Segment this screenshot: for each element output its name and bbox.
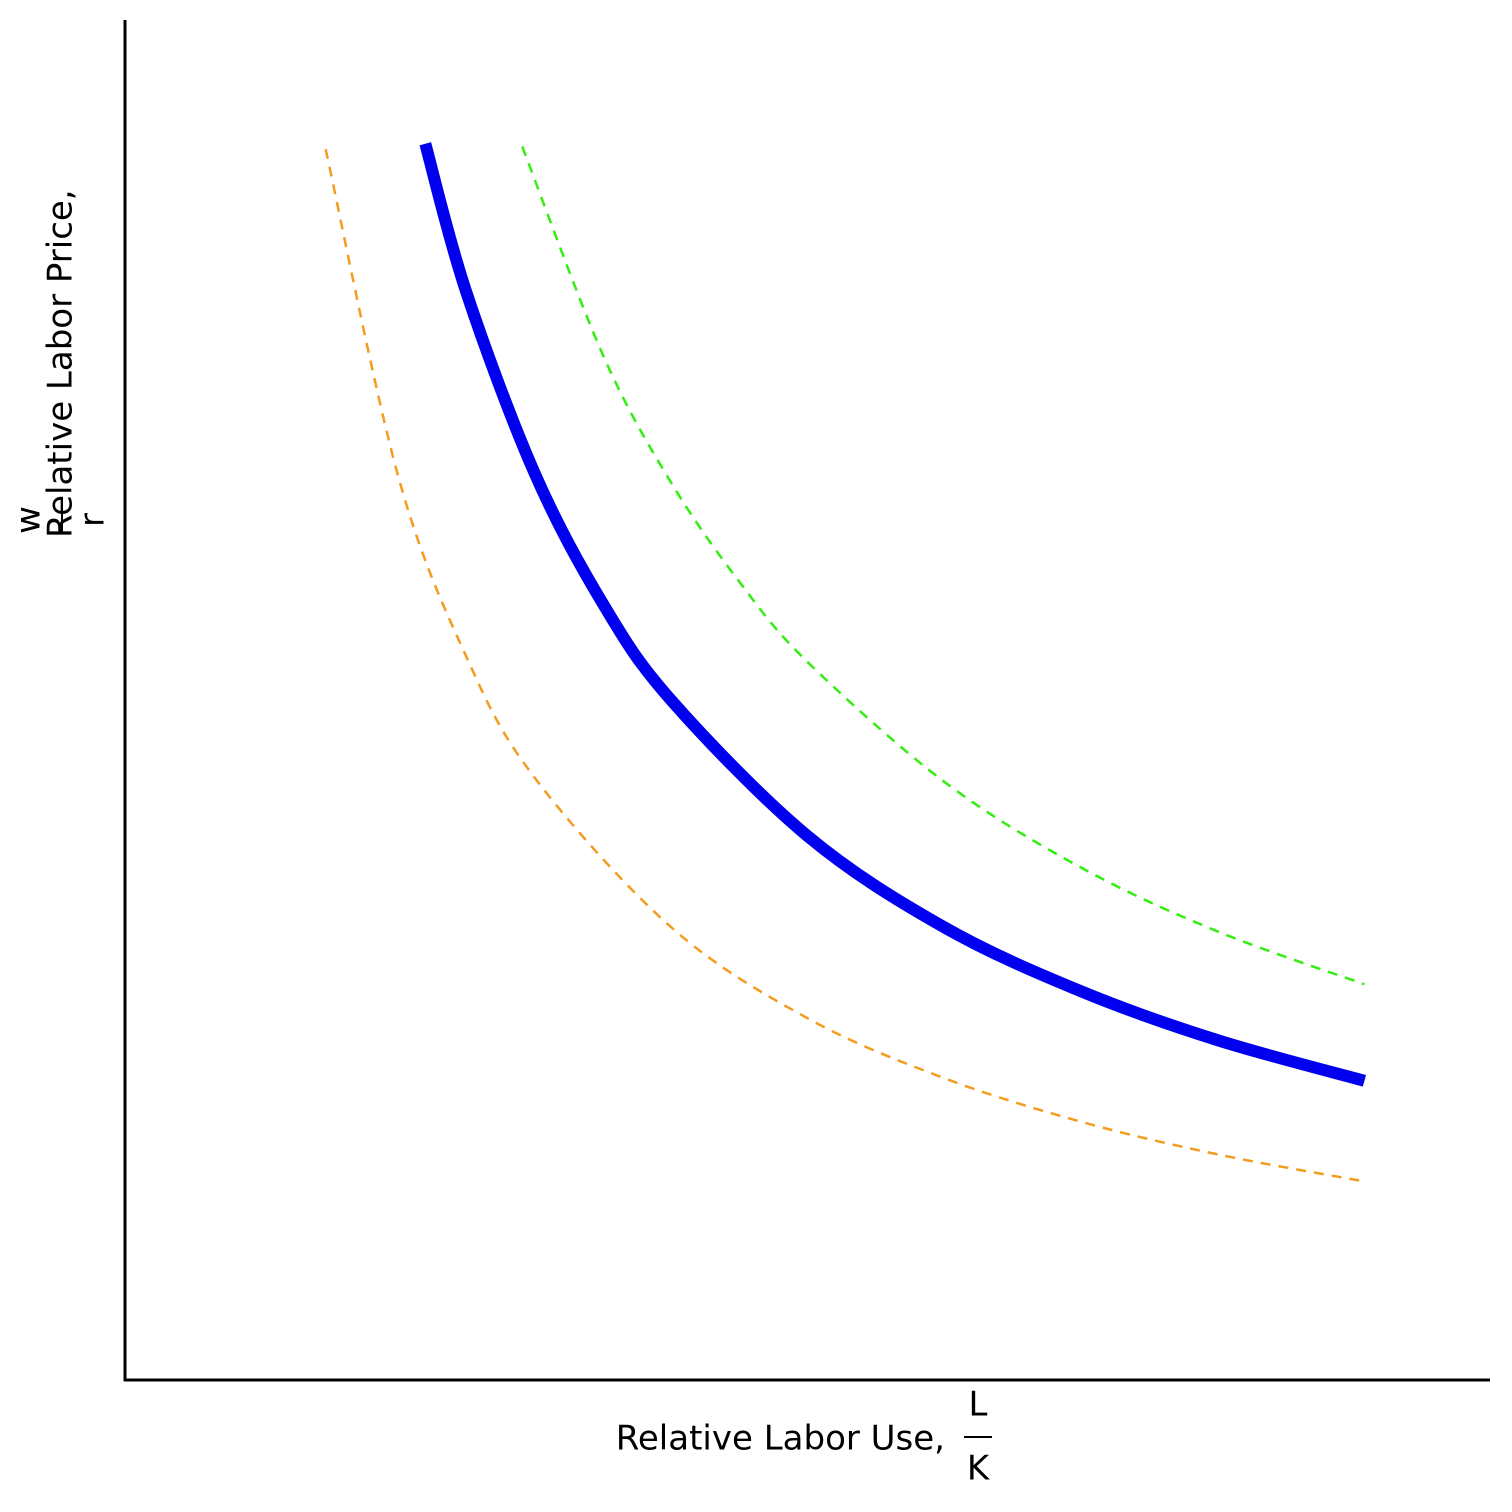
x-label-numerator: L [969,1385,988,1425]
x-label-denominator: K [967,1449,991,1489]
x-axis-label: Relative Labor Use, [616,1419,945,1459]
curve [324,148,1365,1183]
y-axis-label: Relative Labor Price, [41,189,81,538]
curve [521,146,1365,986]
curve [419,142,1367,1087]
y-label-denominator: r [73,513,113,527]
y-axis-label-group: Relative Labor Price, w r [9,189,113,538]
y-label-numerator: w [9,506,49,534]
